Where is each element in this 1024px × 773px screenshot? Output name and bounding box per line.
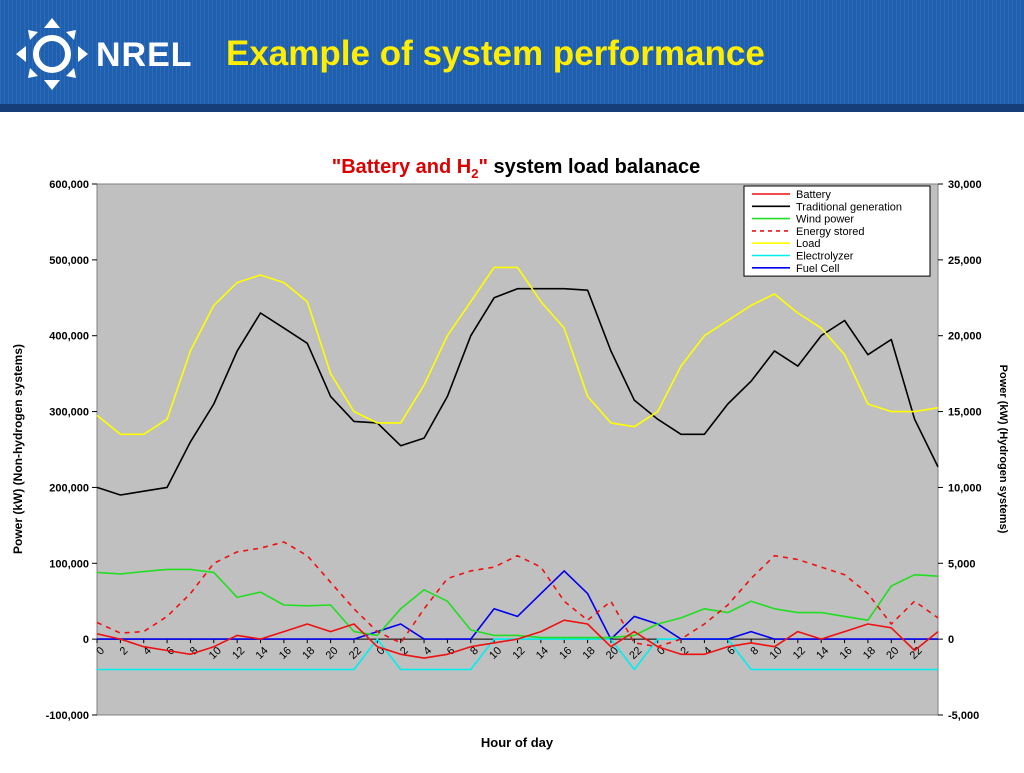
slide-header: NREL Example of system performance xyxy=(0,0,1024,112)
chart-title: "Battery and H2" system load balanace xyxy=(332,156,701,181)
right-tick-label: -5,000 xyxy=(948,710,979,722)
right-tick-label: 10,000 xyxy=(948,482,982,494)
left-axis-label: Power (kW) (Non-hydrogen systems) xyxy=(11,344,25,554)
left-tick-label: 100,000 xyxy=(49,558,89,570)
right-tick-label: 30,000 xyxy=(948,179,982,191)
right-axis: -5,000 0 5,000 10,000 15,000 20,000 25,000 30,0… xyxy=(938,179,982,722)
legend-entry: Battery xyxy=(796,189,831,201)
slide-title: Example of system performance xyxy=(226,34,765,73)
left-tick-label: 400,000 xyxy=(49,331,89,343)
series-line-energy-stored xyxy=(96,541,939,648)
legend-entry: Traditional generation xyxy=(796,201,902,213)
nrel-logo: NREL xyxy=(16,18,193,90)
header-bar xyxy=(0,104,1024,112)
right-tick-label: 0 xyxy=(948,634,954,646)
series-line-fuel-cell xyxy=(97,570,938,640)
series-layer xyxy=(96,266,939,671)
x-axis-label: Hour of day xyxy=(481,735,554,750)
left-tick-label: 200,000 xyxy=(49,482,89,494)
nrel-compass-icon xyxy=(16,18,88,90)
right-tick-label: 15,000 xyxy=(948,407,982,419)
left-axis: -100,000 0 100,000 200,000 300,000 400,000 500… xyxy=(46,179,97,722)
right-tick-label: 5,000 xyxy=(948,558,976,570)
left-tick-label: -100,000 xyxy=(46,710,89,722)
right-tick-label: 25,000 xyxy=(948,255,982,267)
left-tick-label: 600,000 xyxy=(49,179,89,191)
legend-entry: Energy stored xyxy=(796,226,864,238)
legend-entry: Wind power xyxy=(796,214,854,226)
right-tick-label: 20,000 xyxy=(948,331,982,343)
series-line-load xyxy=(96,266,939,436)
left-tick-label: 0 xyxy=(83,634,89,646)
legend-entry: Fuel Cell xyxy=(796,263,839,275)
chart-container: "Battery and H2" system load balanace -1… xyxy=(0,112,1024,768)
legend-entry: Electrolyzer xyxy=(796,251,854,263)
left-tick-label: 500,000 xyxy=(49,255,89,267)
series-line-traditional-generation xyxy=(96,287,939,496)
series-line-wind-power xyxy=(96,568,939,639)
legend-entry: Load xyxy=(796,238,820,250)
right-axis-label: Power (kW) (Hydrogen systems) xyxy=(997,365,1009,534)
line-chart: "Battery and H2" system load balanace -1… xyxy=(11,156,1009,750)
series-line-battery xyxy=(96,619,939,659)
legend-box xyxy=(743,185,931,277)
left-tick-label: 300,000 xyxy=(49,407,89,419)
logo-text: NREL xyxy=(96,36,193,74)
